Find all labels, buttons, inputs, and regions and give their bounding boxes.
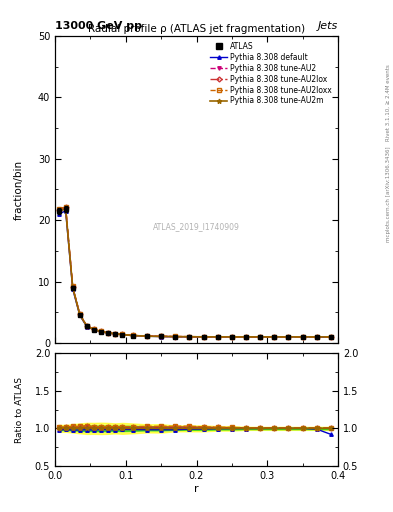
Y-axis label: Ratio to ATLAS: Ratio to ATLAS [15, 377, 24, 442]
X-axis label: r: r [194, 483, 199, 494]
Text: Jets: Jets [318, 21, 338, 31]
Text: mcplots.cern.ch [arXiv:1306.3436]: mcplots.cern.ch [arXiv:1306.3436] [386, 147, 391, 242]
Text: 13000 GeV pp: 13000 GeV pp [55, 21, 142, 31]
Title: Radial profile ρ (ATLAS jet fragmentation): Radial profile ρ (ATLAS jet fragmentatio… [88, 24, 305, 34]
Text: ATLAS_2019_I1740909: ATLAS_2019_I1740909 [153, 222, 240, 231]
Legend: ATLAS, Pythia 8.308 default, Pythia 8.308 tune-AU2, Pythia 8.308 tune-AU2lox, Py: ATLAS, Pythia 8.308 default, Pythia 8.30… [208, 39, 334, 108]
Text: Rivet 3.1.10, ≥ 2.4M events: Rivet 3.1.10, ≥ 2.4M events [386, 64, 391, 141]
Y-axis label: fraction/bin: fraction/bin [14, 159, 24, 220]
